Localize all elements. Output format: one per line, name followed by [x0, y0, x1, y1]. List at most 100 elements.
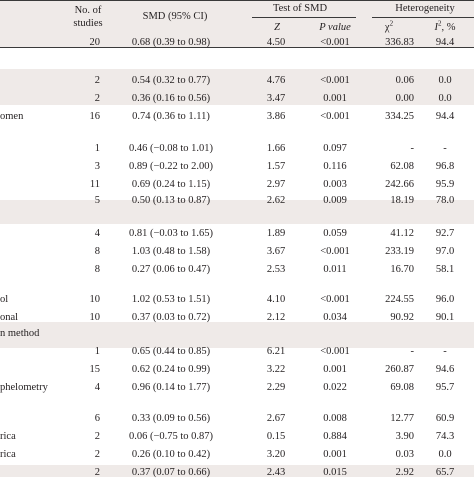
cell-n: 1 — [94, 346, 100, 357]
cell-smd: 0.06 (−0.75 to 0.87) — [128, 431, 214, 442]
cell-smd: 0.27 (0.06 to 0.47) — [131, 264, 211, 275]
cell-n: 15 — [89, 364, 101, 375]
cell-p: 0.022 — [323, 382, 347, 393]
cell-smd: 0.46 (−0.08 to 1.01) — [128, 143, 214, 154]
cell-chi: 0.00 — [395, 93, 414, 104]
cell-smd: 0.65 (0.44 to 0.85) — [131, 346, 211, 357]
cell-smd: 0.36 (0.16 to 0.56) — [131, 93, 211, 104]
cell-i2: 60.9 — [435, 413, 455, 424]
cell-n: 20 — [89, 37, 101, 48]
cell-i2: 94.4 — [435, 111, 455, 122]
cell-n: 6 — [94, 413, 100, 424]
header-i-squared: I2, % — [434, 19, 456, 33]
cell-smd: 0.68 (0.39 to 0.98) — [131, 37, 211, 48]
heterogeneity-rule — [372, 17, 474, 18]
cell-i2: 97.0 — [435, 246, 455, 257]
cell-p: <0.001 — [320, 346, 350, 357]
cell-p: 0.008 — [323, 413, 347, 424]
cell-p: 0.001 — [323, 364, 347, 375]
cell-z: 3.86 — [266, 111, 286, 122]
header-no-studies-2: studies — [73, 18, 103, 29]
header-z: Z — [274, 22, 280, 33]
cell-i2: 92.7 — [435, 228, 455, 239]
cell-p: 0.884 — [323, 431, 347, 442]
cell-chi: 62.08 — [390, 161, 414, 172]
cell-i2: 95.7 — [435, 382, 455, 393]
cell-chi: - — [410, 143, 415, 154]
cell-chi: 69.08 — [390, 382, 414, 393]
cell-n: 2 — [94, 93, 100, 104]
cell-p: 0.011 — [323, 264, 347, 275]
cell-z: 0.15 — [266, 431, 286, 442]
cell-z: 3.22 — [266, 364, 286, 375]
cell-chi: 242.66 — [385, 179, 414, 190]
cell-chi: 16.70 — [390, 264, 414, 275]
header-no-studies-1: No. of — [74, 5, 102, 16]
cell-p: 0.009 — [323, 195, 347, 206]
cell-chi: 18.19 — [390, 195, 414, 206]
cell-smd: 0.33 (0.09 to 0.56) — [131, 413, 211, 424]
test-of-smd-rule — [252, 17, 356, 18]
top-rule — [0, 0, 474, 1]
cell-n: 3 — [94, 161, 100, 172]
cell-i2: 94.6 — [435, 364, 455, 375]
cell-z: 2.97 — [266, 179, 286, 190]
cell-n: 10 — [89, 294, 101, 305]
cell-chi: 260.87 — [385, 364, 414, 375]
cell-smd: 0.50 (0.13 to 0.87) — [131, 195, 211, 206]
cell-n: 5 — [94, 195, 100, 206]
cell-p: 0.034 — [323, 312, 347, 323]
cell-smd: 0.69 (0.24 to 1.15) — [131, 179, 211, 190]
cell-z: 1.89 — [266, 228, 286, 239]
cell-p: 0.116 — [323, 161, 347, 172]
cell-label: omen — [0, 111, 24, 122]
cell-n: 4 — [94, 228, 100, 239]
cell-z: 3.20 — [266, 449, 286, 460]
cell-i2: 65.7 — [435, 467, 455, 478]
cell-smd: 0.74 (0.36 to 1.11) — [132, 111, 210, 122]
cell-i2: 58.1 — [435, 264, 455, 275]
cell-n: 11 — [89, 179, 100, 190]
cell-label: ol — [0, 294, 9, 305]
cell-chi: - — [410, 346, 415, 357]
cell-z: 3.67 — [266, 246, 286, 257]
cell-p: 0.097 — [323, 143, 347, 154]
cell-z: 4.50 — [266, 37, 286, 48]
cell-label: rica — [0, 431, 16, 442]
cell-n: 2 — [94, 75, 100, 86]
cell-n: 2 — [94, 449, 100, 460]
cell-chi: 334.25 — [385, 111, 414, 122]
cell-z: 2.67 — [266, 413, 286, 424]
cell-z: 2.43 — [266, 467, 286, 478]
cell-z: 2.53 — [266, 264, 286, 275]
cell-i2: - — [443, 346, 447, 357]
cell-p: <0.001 — [320, 246, 350, 257]
cell-i2: 96.8 — [435, 161, 455, 172]
cell-smd: 0.96 (0.14 to 1.77) — [131, 382, 211, 393]
header-chi-squared: χ2 — [384, 19, 394, 33]
group-band-1 — [0, 69, 474, 105]
header-heterogeneity: Heterogeneity — [395, 3, 455, 14]
cell-p: <0.001 — [320, 75, 350, 86]
cell-label: n method — [0, 328, 40, 339]
cell-n: 8 — [94, 264, 100, 275]
cell-smd: 0.81 (−0.03 to 1.65) — [128, 228, 214, 239]
cell-smd: 0.37 (0.03 to 0.72) — [131, 312, 211, 323]
cell-p: <0.001 — [320, 111, 350, 122]
cell-i2: 94.4 — [435, 37, 455, 48]
cell-smd: 0.26 (0.10 to 0.42) — [131, 449, 211, 460]
cell-i2: 0.0 — [438, 449, 452, 460]
cell-smd: 0.37 (0.07 to 0.66) — [131, 467, 211, 478]
cell-z: 4.76 — [266, 75, 286, 86]
cell-z: 1.66 — [266, 143, 286, 154]
cell-n: 4 — [94, 382, 100, 393]
cell-z: 2.62 — [266, 195, 286, 206]
cell-i2: 74.3 — [435, 431, 455, 442]
group-band-2 — [0, 200, 474, 224]
cell-z: 4.10 — [266, 294, 286, 305]
cell-label: onal — [0, 312, 19, 323]
cell-i2: 96.0 — [435, 294, 455, 305]
cell-smd: 0.54 (0.32 to 0.77) — [131, 75, 211, 86]
cell-i2: 0.0 — [438, 75, 452, 86]
group-band-3 — [0, 322, 474, 348]
